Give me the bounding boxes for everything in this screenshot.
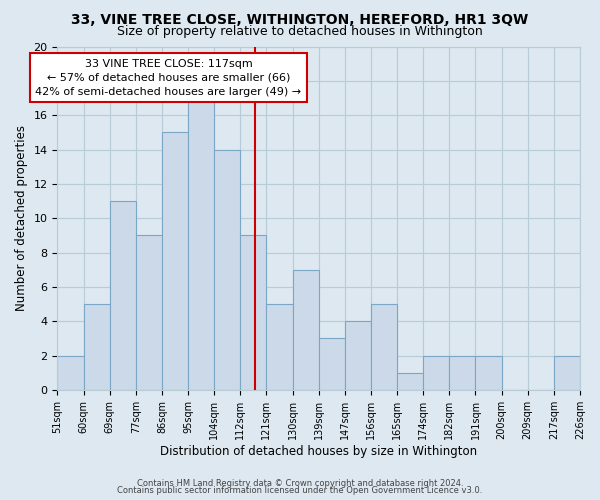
Bar [345,321,371,390]
Text: 33, VINE TREE CLOSE, WITHINGTON, HEREFORD, HR1 3QW: 33, VINE TREE CLOSE, WITHINGTON, HEREFOR… [71,12,529,26]
Bar [475,356,502,390]
Bar [266,304,293,390]
Text: Contains HM Land Registry data © Crown copyright and database right 2024.: Contains HM Land Registry data © Crown c… [137,478,463,488]
Text: Size of property relative to detached houses in Withington: Size of property relative to detached ho… [117,25,483,38]
Bar [214,150,241,390]
Y-axis label: Number of detached properties: Number of detached properties [15,125,28,311]
Text: Contains public sector information licensed under the Open Government Licence v3: Contains public sector information licen… [118,486,482,495]
Bar [58,356,83,390]
Bar [293,270,319,390]
Bar [449,356,475,390]
Bar [554,356,580,390]
Bar [83,304,110,390]
Bar [371,304,397,390]
Bar [110,201,136,390]
Text: 33 VINE TREE CLOSE: 117sqm
← 57% of detached houses are smaller (66)
42% of semi: 33 VINE TREE CLOSE: 117sqm ← 57% of deta… [35,58,302,96]
X-axis label: Distribution of detached houses by size in Withington: Distribution of detached houses by size … [160,444,477,458]
Bar [397,372,423,390]
Bar [241,236,266,390]
Bar [136,236,162,390]
Bar [188,98,214,390]
Bar [423,356,449,390]
Bar [319,338,345,390]
Bar [162,132,188,390]
